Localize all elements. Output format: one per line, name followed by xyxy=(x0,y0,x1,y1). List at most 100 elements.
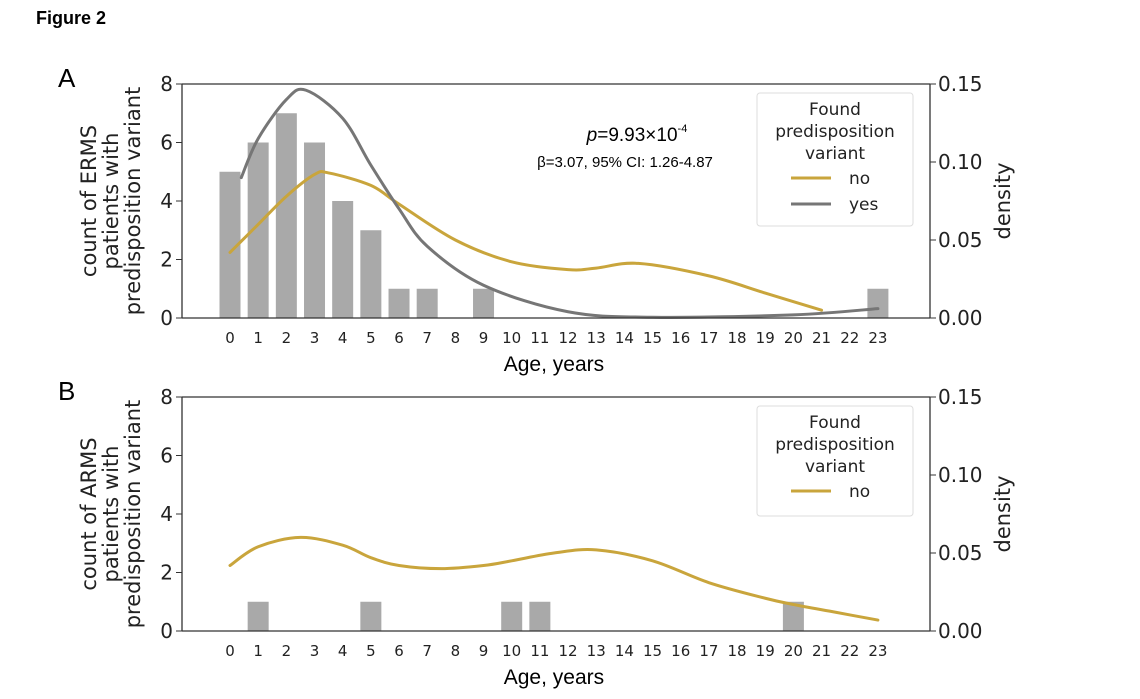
y-tick-label: 8 xyxy=(160,385,173,409)
x-axis-label: Age, years xyxy=(504,666,604,689)
x-tick-label: 13 xyxy=(587,642,606,660)
legend-title: predisposition xyxy=(775,435,895,455)
y2-tick-label: 0.15 xyxy=(938,385,983,409)
x-tick-label: 15 xyxy=(643,329,662,347)
x-tick-label: 8 xyxy=(451,329,461,347)
y-tick-label: 0 xyxy=(160,306,173,330)
p-value-annotation: p=9.93×10-4 xyxy=(586,123,688,146)
y2-tick-label: 0.15 xyxy=(938,72,983,96)
x-tick-label: 3 xyxy=(310,642,320,660)
x-tick-label: 17 xyxy=(699,642,718,660)
density-curve-no xyxy=(228,535,880,622)
y2-tick-label: 0.10 xyxy=(938,150,983,174)
y2-axis-label: density xyxy=(991,163,1015,240)
legend-title: variant xyxy=(805,457,865,477)
x-tick-label: 16 xyxy=(671,329,690,347)
x-tick-label: 14 xyxy=(615,642,634,660)
y-tick-label: 2 xyxy=(160,248,173,272)
x-tick-label: 15 xyxy=(643,642,662,660)
x-tick-label: 11 xyxy=(530,329,549,347)
panel-label: B xyxy=(58,376,75,406)
bar xyxy=(867,288,889,318)
x-tick-label: 4 xyxy=(338,642,348,660)
panel-label: A xyxy=(58,63,76,93)
y-axis-label: count of ARMS xyxy=(77,437,101,590)
x-tick-label: 18 xyxy=(728,642,747,660)
bar xyxy=(304,142,326,318)
legend-label-no: no xyxy=(849,169,870,189)
x-tick-label: 21 xyxy=(812,642,831,660)
y2-tick-label: 0.00 xyxy=(938,619,983,643)
x-tick-label: 5 xyxy=(366,329,376,347)
x-tick-label: 19 xyxy=(756,642,775,660)
x-tick-label: 14 xyxy=(615,329,634,347)
x-tick-label: 10 xyxy=(502,642,521,660)
density-curve-no xyxy=(228,170,824,312)
x-tick-label: 3 xyxy=(310,329,320,347)
x-tick-label: 17 xyxy=(699,329,718,347)
x-tick-label: 19 xyxy=(756,329,775,347)
bar xyxy=(416,288,438,318)
y-tick-label: 6 xyxy=(160,131,173,155)
y2-tick-label: 0.00 xyxy=(938,306,983,330)
legend-box xyxy=(756,92,914,227)
y-axis-label: patients with xyxy=(99,446,123,583)
x-tick-label: 7 xyxy=(422,642,432,660)
x-tick-label: 9 xyxy=(479,329,489,347)
bar xyxy=(360,601,382,631)
density-curve-yes xyxy=(239,87,880,319)
x-tick-label: 1 xyxy=(253,642,263,660)
bar xyxy=(219,171,241,318)
x-tick-label: 20 xyxy=(784,642,803,660)
bar xyxy=(275,113,297,318)
x-tick-label: 18 xyxy=(728,329,747,347)
legend-title: variant xyxy=(805,144,865,164)
legend-box xyxy=(756,405,914,517)
x-tick-label: 11 xyxy=(530,642,549,660)
figure-title: Figure 2 xyxy=(36,8,107,28)
y-axis-label: predisposition variant xyxy=(121,400,145,629)
x-tick-label: 20 xyxy=(784,329,803,347)
bar xyxy=(473,288,495,318)
y2-tick-label: 0.05 xyxy=(938,228,983,252)
bar xyxy=(332,201,354,318)
bar xyxy=(529,601,551,631)
legend-label-yes: yes xyxy=(849,195,879,215)
y-axis-label: patients with xyxy=(99,133,123,270)
p-value: =9.93×10 xyxy=(597,125,677,146)
bar xyxy=(782,601,804,631)
bar xyxy=(247,601,269,631)
bar xyxy=(388,288,410,318)
y-tick-label: 4 xyxy=(160,502,173,526)
beta-annotation: β=3.07, 95% CI: 1.26-4.87 xyxy=(537,154,713,171)
x-tick-label: 0 xyxy=(225,329,235,347)
bar xyxy=(501,601,523,631)
legend-label-no: no xyxy=(849,482,870,502)
x-tick-label: 2 xyxy=(282,642,292,660)
x-tick-label: 6 xyxy=(394,642,404,660)
y-tick-label: 8 xyxy=(160,72,173,96)
y2-tick-label: 0.10 xyxy=(938,463,983,487)
x-tick-label: 7 xyxy=(422,329,432,347)
x-tick-label: 8 xyxy=(451,642,461,660)
x-tick-label: 13 xyxy=(587,329,606,347)
legend-title: predisposition xyxy=(775,122,895,142)
x-tick-label: 4 xyxy=(338,329,348,347)
y-axis-label: predisposition variant xyxy=(121,87,145,316)
y-tick-label: 0 xyxy=(160,619,173,643)
x-tick-label: 10 xyxy=(502,329,521,347)
x-tick-label: 16 xyxy=(671,642,690,660)
x-tick-label: 0 xyxy=(225,642,235,660)
y2-tick-label: 0.05 xyxy=(938,541,983,565)
x-tick-label: 6 xyxy=(394,329,404,347)
x-axis-label: Age, years xyxy=(504,353,604,376)
x-tick-label: 22 xyxy=(840,642,859,660)
x-tick-label: 23 xyxy=(868,329,887,347)
bar xyxy=(247,142,269,318)
x-tick-label: 2 xyxy=(282,329,292,347)
x-tick-label: 9 xyxy=(479,642,489,660)
